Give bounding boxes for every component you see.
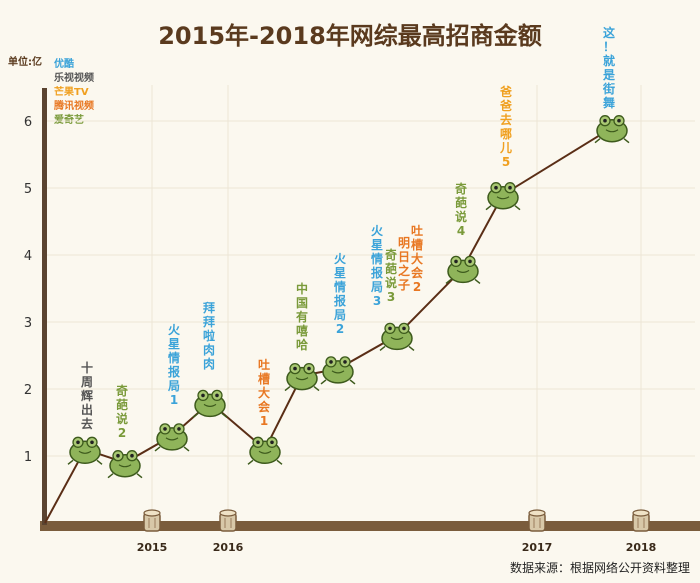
legend-item: 优酷 bbox=[54, 57, 74, 70]
point-label: 十周辉出去 bbox=[81, 360, 93, 431]
frog-point-marker bbox=[379, 322, 415, 351]
point-labels: 十周辉出去 奇葩说 2 火星情报局 1 拜拜啦肉肉吐槽大会 1 中国有嘻哈 火星情报局 2 火星情报… bbox=[81, 25, 616, 440]
y-tick-label: 6 bbox=[24, 115, 32, 130]
frog-point-marker bbox=[445, 255, 481, 284]
y-tick-label: 2 bbox=[24, 383, 32, 398]
data-source: 数据来源：根据网络公开资料整理 bbox=[510, 560, 690, 575]
point-label: 爸爸去哪儿 5 bbox=[499, 84, 512, 169]
tree-stump-icon bbox=[219, 509, 237, 532]
legend-item: 乐视视频 bbox=[54, 71, 94, 84]
point-label: 吐槽大会 1 bbox=[258, 357, 271, 428]
y-axis-unit: 单位:亿 bbox=[8, 55, 42, 68]
y-tick-label: 4 bbox=[24, 249, 32, 264]
gridlines bbox=[45, 85, 695, 523]
y-tick-label: 1 bbox=[24, 450, 32, 465]
frog-point-marker bbox=[154, 423, 190, 452]
legend-item: 腾讯视频 bbox=[53, 99, 94, 112]
frog-point-marker bbox=[107, 450, 143, 479]
x-tick-label: 2018 bbox=[626, 541, 657, 554]
point-label: 火星情报局 2 bbox=[334, 252, 347, 336]
y-tick-label: 5 bbox=[24, 182, 32, 197]
point-marks bbox=[67, 115, 630, 479]
tree-stump-icon bbox=[632, 509, 650, 532]
point-label: 奇葩说 2 bbox=[116, 383, 128, 440]
frog-point-marker bbox=[594, 115, 630, 144]
point-label: 中国有嘻哈 bbox=[296, 281, 308, 352]
axes: 1 2 3 4 5 6 2015 2016 2017 2018 bbox=[24, 88, 656, 554]
y-tick-label: 3 bbox=[24, 316, 32, 331]
frog-point-marker bbox=[284, 362, 320, 392]
tree-stump-icon bbox=[528, 509, 546, 532]
ground-strip bbox=[40, 521, 700, 531]
tree-stump-icon bbox=[143, 509, 161, 532]
point-label: 火星情报局 3 bbox=[371, 224, 384, 308]
legend-item: 爱奇艺 bbox=[54, 113, 84, 126]
frog-point-marker bbox=[67, 436, 103, 465]
point-label: 火星情报局 1 bbox=[168, 323, 181, 407]
legend-item: 芒果TV bbox=[54, 85, 89, 98]
frog-point-marker bbox=[192, 389, 228, 418]
x-tick-label: 2016 bbox=[213, 541, 244, 554]
frog-point-marker bbox=[247, 436, 283, 465]
point-label: 这！就是街舞 bbox=[602, 25, 616, 110]
frog-point-marker bbox=[320, 356, 356, 385]
point-label: 奇葩说 4 bbox=[455, 181, 467, 238]
frog-point-marker bbox=[485, 182, 521, 211]
y-axis-line bbox=[42, 88, 47, 525]
chart-title: 2015年-2018年网综最高招商金额 bbox=[158, 22, 542, 50]
x-tick-label: 2015 bbox=[137, 541, 168, 554]
x-tick-label: 2017 bbox=[522, 541, 553, 554]
point-label: 明日之子 bbox=[398, 236, 410, 292]
ground-bar bbox=[40, 521, 700, 531]
point-label: 奇葩说 3 bbox=[385, 247, 397, 304]
point-label: 拜拜啦肉肉 bbox=[203, 300, 215, 371]
point-label: 吐槽大会 2 bbox=[411, 223, 424, 294]
